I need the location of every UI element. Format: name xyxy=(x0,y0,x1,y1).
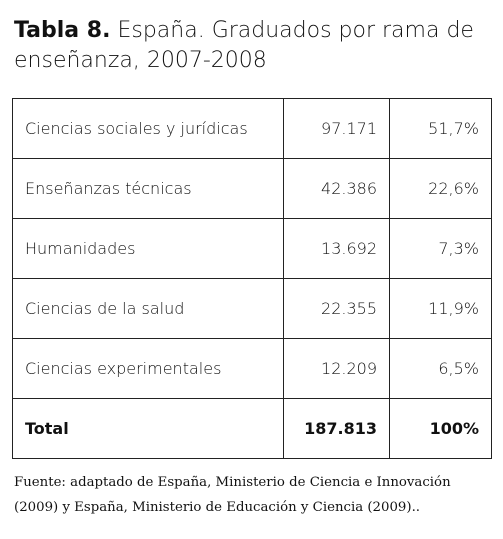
table-cell: 100% xyxy=(389,398,492,459)
table-cell: 187.813 xyxy=(283,398,390,459)
table: Ciencias sociales y jurídicas 97.171 51,7%… xyxy=(12,98,492,459)
table-cell: Enseñanzas técnicas xyxy=(12,158,284,219)
title: Tabla 8. España. Graduados por rama de e… xyxy=(14,16,494,76)
table-cell: 22,6% xyxy=(389,158,492,219)
table-cell: 22.355 xyxy=(283,278,390,339)
table-cell: 7,3% xyxy=(389,218,492,279)
table-cell: 11,9% xyxy=(389,278,492,339)
table-cell: 13.692 xyxy=(283,218,390,279)
source: Fuente: adaptado de España, Ministerio d… xyxy=(14,475,451,515)
table-cell: 42.386 xyxy=(283,158,390,219)
table-cell: Total xyxy=(12,398,284,459)
table-row: Enseñanzas técnicas 42.386 22,6% xyxy=(12,158,492,219)
table-cell: 6,5% xyxy=(389,338,492,399)
table-row: Humanidades 13.692 7,3% xyxy=(12,218,492,279)
table-cell: Ciencias sociales y jurídicas xyxy=(12,98,284,159)
table-cell: Humanidades xyxy=(12,218,284,279)
table-title: España. Graduados por rama de enseñanza,… xyxy=(14,18,474,73)
table-row: Total 187.813 100% xyxy=(12,398,492,459)
table-cell: 12.209 xyxy=(283,338,390,399)
table-cell: Ciencias experimentales xyxy=(12,338,284,399)
table-cell: Ciencias de la salud xyxy=(12,278,284,339)
table-row: Ciencias experimentales 12.209 6,5% xyxy=(12,338,492,399)
table-row: Ciencias de la salud 22.355 11,9% xyxy=(12,278,492,339)
table-label: Tabla 8. xyxy=(14,18,111,43)
table-cell: 97.171 xyxy=(283,98,390,159)
table-cell: 51,7% xyxy=(389,98,492,159)
table-row: Ciencias sociales y jurídicas 97.171 51,7% xyxy=(12,98,492,159)
